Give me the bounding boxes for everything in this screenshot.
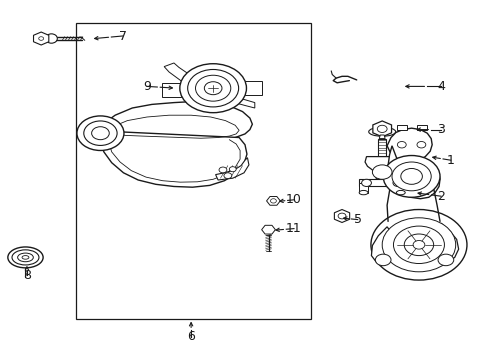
Polygon shape — [162, 83, 181, 97]
Polygon shape — [33, 32, 49, 45]
Circle shape — [417, 141, 426, 148]
Ellipse shape — [396, 190, 405, 195]
Circle shape — [196, 75, 231, 101]
Circle shape — [371, 210, 467, 280]
Polygon shape — [388, 146, 440, 199]
Ellipse shape — [46, 34, 57, 43]
Circle shape — [338, 213, 346, 219]
Text: 5: 5 — [354, 213, 362, 226]
Circle shape — [229, 167, 236, 172]
Polygon shape — [359, 183, 368, 193]
Circle shape — [375, 254, 391, 266]
Text: 8: 8 — [23, 269, 31, 282]
Ellipse shape — [368, 127, 396, 136]
Polygon shape — [397, 125, 407, 130]
Circle shape — [362, 179, 371, 186]
Text: 4: 4 — [437, 80, 445, 93]
Ellipse shape — [22, 256, 29, 259]
Text: 10: 10 — [286, 193, 302, 206]
Polygon shape — [213, 92, 255, 108]
Polygon shape — [387, 128, 432, 162]
Polygon shape — [103, 102, 252, 140]
Circle shape — [92, 127, 109, 140]
Polygon shape — [365, 157, 399, 179]
Circle shape — [377, 125, 387, 132]
Ellipse shape — [18, 253, 33, 262]
Circle shape — [383, 156, 440, 197]
Polygon shape — [396, 183, 406, 193]
Polygon shape — [378, 139, 386, 157]
Text: 7: 7 — [119, 30, 126, 42]
Circle shape — [84, 121, 117, 145]
Circle shape — [77, 116, 124, 150]
Circle shape — [397, 141, 406, 148]
Polygon shape — [379, 135, 385, 139]
Circle shape — [224, 173, 232, 179]
Circle shape — [401, 168, 422, 184]
Circle shape — [393, 179, 403, 186]
Polygon shape — [262, 225, 275, 234]
Circle shape — [393, 226, 444, 264]
Polygon shape — [216, 158, 249, 180]
Polygon shape — [373, 121, 392, 137]
Circle shape — [382, 218, 456, 272]
Text: 11: 11 — [286, 222, 302, 235]
Polygon shape — [100, 131, 247, 187]
Ellipse shape — [359, 190, 368, 195]
Text: 9: 9 — [143, 80, 151, 93]
Text: 1: 1 — [447, 154, 455, 167]
Circle shape — [188, 69, 239, 107]
Text: 6: 6 — [187, 330, 195, 343]
Circle shape — [413, 240, 425, 249]
Polygon shape — [164, 63, 208, 83]
Polygon shape — [359, 179, 406, 186]
Circle shape — [270, 199, 276, 203]
Polygon shape — [267, 197, 280, 205]
Polygon shape — [430, 223, 459, 262]
Circle shape — [180, 64, 246, 113]
Text: 2: 2 — [437, 190, 445, 203]
Circle shape — [219, 167, 227, 173]
Circle shape — [438, 254, 454, 266]
Polygon shape — [245, 81, 262, 95]
Ellipse shape — [12, 250, 39, 265]
Circle shape — [392, 162, 431, 191]
Circle shape — [39, 37, 44, 40]
Polygon shape — [417, 125, 427, 130]
Text: 3: 3 — [437, 123, 445, 136]
Bar — [76, 23, 311, 319]
Ellipse shape — [8, 247, 43, 268]
Circle shape — [404, 234, 434, 256]
Polygon shape — [371, 227, 396, 264]
Circle shape — [204, 82, 222, 95]
Polygon shape — [334, 210, 350, 222]
Circle shape — [372, 165, 392, 179]
